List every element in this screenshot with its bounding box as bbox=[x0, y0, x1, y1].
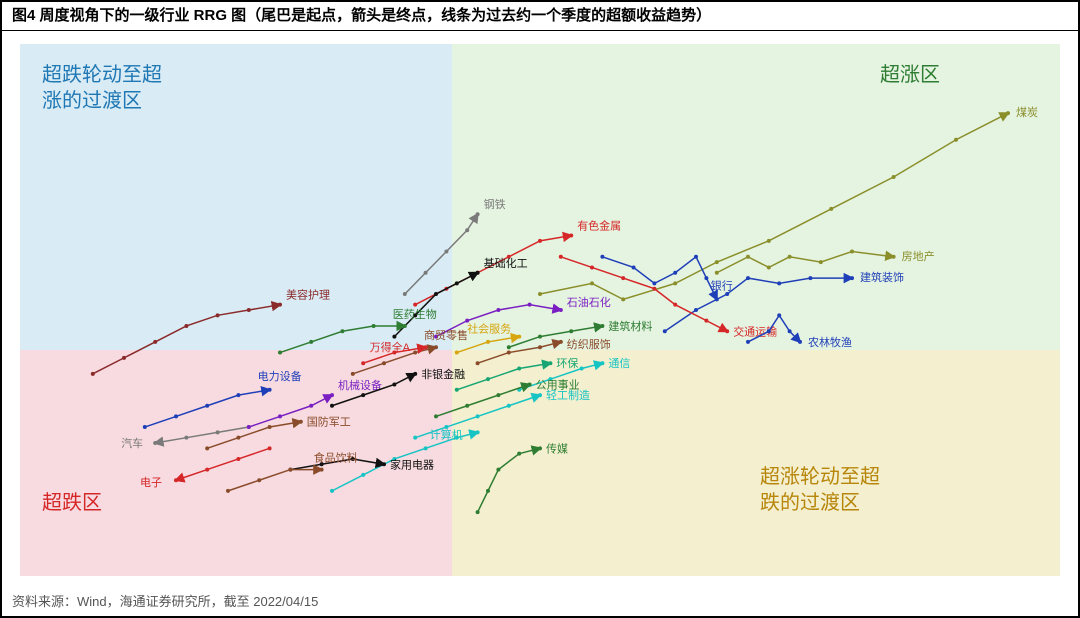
series-label: 农林牧渔 bbox=[808, 335, 852, 349]
series-房地产: 房地产 bbox=[715, 249, 935, 275]
series-label: 基础化工 bbox=[484, 256, 528, 270]
series-煤炭: 煤炭 bbox=[538, 106, 1038, 301]
series-银行: 银行 bbox=[600, 255, 732, 302]
series-label: 房地产 bbox=[902, 249, 935, 263]
series-label: 轻工制造 bbox=[546, 388, 590, 402]
series-label: 通信 bbox=[608, 357, 630, 370]
figure-title: 图4 周度视角下的一级行业 RRG 图（尾巴是起点，箭头是终点，线条为过去约一个… bbox=[2, 2, 1078, 31]
series-label: 机械设备 bbox=[338, 378, 382, 392]
series-label: 建筑材料 bbox=[608, 319, 652, 333]
series-国防军工: 国防军工 bbox=[205, 415, 351, 451]
series-汽车: 汽车 bbox=[121, 425, 251, 450]
series-建筑装饰: 建筑装饰 bbox=[663, 270, 904, 333]
series-label: 汽车 bbox=[121, 436, 143, 450]
series-label: 电子 bbox=[140, 476, 162, 489]
series-label: 医药生物 bbox=[393, 307, 437, 321]
rrg-plot: 超跌轮动至超 涨的过渡区超涨区超跌区超涨轮动至超 跌的过渡区煤炭房地产建筑装饰银… bbox=[20, 44, 1060, 576]
series-电力设备: 电力设备 bbox=[143, 369, 302, 429]
series-美容护理: 美容护理 bbox=[91, 288, 330, 376]
figure-frame: 图4 周度视角下的一级行业 RRG 图（尾巴是起点，箭头是终点，线条为过去约一个… bbox=[0, 0, 1080, 618]
series-医药生物: 医药生物 bbox=[278, 307, 437, 355]
series-label: 传媒 bbox=[546, 442, 568, 455]
series-钢铁: 钢铁 bbox=[403, 198, 506, 296]
rrg-trails: 煤炭房地产建筑装饰银行交通运输农林牧渔有色金属钢铁基础化工石油石化建筑材料纺织服… bbox=[20, 44, 1060, 576]
series-label: 非银金融 bbox=[421, 367, 465, 381]
source-text: 资料来源：Wind，海通证券研究所，截至 2022/04/15 bbox=[12, 591, 318, 610]
series-label: 建筑装饰 bbox=[860, 270, 904, 284]
series-label: 国防军工 bbox=[307, 415, 351, 429]
series-label: 纺织服饰 bbox=[567, 337, 611, 351]
series-label: 计算机 bbox=[430, 427, 463, 441]
series-label: 煤炭 bbox=[1016, 106, 1038, 119]
series-label: 万得全A bbox=[370, 340, 411, 354]
series-label: 美容护理 bbox=[286, 288, 330, 302]
series-label: 石油石化 bbox=[567, 295, 611, 309]
series-label: 环保 bbox=[556, 356, 578, 370]
series-label: 银行 bbox=[711, 278, 733, 292]
series-label: 商贸零售 bbox=[424, 328, 468, 342]
series-label: 社会服务 bbox=[467, 322, 511, 336]
series-label: 家用电器 bbox=[390, 457, 434, 471]
series-label: 有色金属 bbox=[577, 219, 621, 233]
series-万得全A: 万得全A bbox=[361, 340, 427, 365]
series-label: 食品饮料 bbox=[314, 451, 358, 465]
series-label: 钢铁 bbox=[484, 198, 506, 211]
series-传媒: 传媒 bbox=[476, 442, 568, 514]
series-label: 电力设备 bbox=[258, 369, 302, 383]
